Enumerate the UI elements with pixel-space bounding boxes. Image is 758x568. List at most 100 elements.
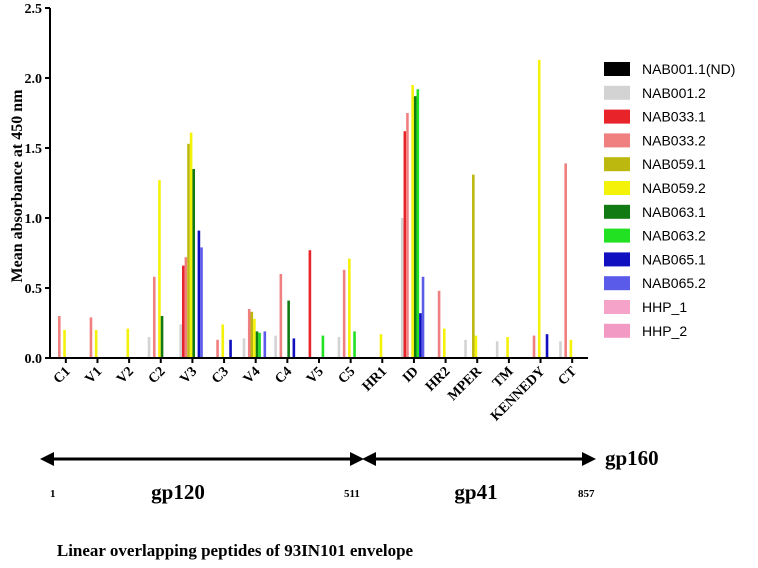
bar-v3-nab059-1	[187, 143, 190, 358]
x-tick-label-v1: V1	[83, 364, 106, 387]
legend-label: NAB065.2	[642, 275, 706, 291]
gp120-arrow-left-head	[40, 452, 54, 466]
legend-swatch-nab063-1	[604, 204, 630, 219]
legend-swatch-nab033-2	[604, 133, 630, 148]
x-tick-label-c4: C4	[272, 364, 295, 387]
bars-group	[58, 59, 573, 359]
legend-swatch-nab059-2	[604, 181, 630, 195]
legend-label: HHP_1	[642, 299, 687, 315]
x-tick-label-c3: C3	[209, 364, 232, 387]
x-axis-label: Linear overlapping peptides of 93IN101 e…	[57, 541, 414, 560]
x-tick-label-tm: TM	[490, 364, 517, 391]
legend: NAB001.1(ND) NAB001.2 NAB033.1 NAB033.2 NAB0…	[604, 61, 735, 339]
bar-c5-nab063-2	[353, 331, 356, 358]
bar-id-nab033-2	[406, 113, 409, 358]
legend-label: NAB063.1	[642, 204, 706, 220]
gp120-arrow-right-head	[350, 452, 364, 466]
bar-kennedy-nab065-1	[545, 334, 549, 358]
bar-v4-nab065-2	[263, 331, 267, 358]
legend-label: NAB065.1	[642, 251, 706, 267]
bar-c2-nab059-2	[158, 180, 161, 358]
bar-c3-nab033-2	[216, 339, 219, 358]
y-tick-label: 2.0	[25, 72, 43, 87]
x-tick-label-v3: V3	[178, 364, 201, 387]
y-tick-label: 0.5	[25, 282, 43, 297]
x-tick-label-c1: C1	[51, 364, 74, 387]
x-tick-label-v4: V4	[241, 364, 264, 387]
bar-kennedy-nab033-2	[532, 335, 536, 358]
bar-c4-nab063-1	[287, 300, 290, 358]
legend-swatch-nab001-2	[604, 85, 630, 100]
bar-c2-nab001-2	[147, 337, 151, 358]
y-tick-label: 1.0	[25, 212, 43, 227]
bar-v5-nab033-1	[308, 250, 312, 358]
bar-v3-nab033-2	[184, 257, 188, 358]
position-start-label: 1	[50, 488, 56, 500]
bar-v4-nab059-1	[250, 311, 254, 358]
bar-mper-nab059-1	[472, 174, 475, 358]
legend-swatch-nab001-1-nd-	[604, 62, 630, 76]
bar-v4-nab059-2	[253, 318, 256, 358]
bar-c4-nab065-1	[292, 338, 296, 358]
legend-label: NAB001.2	[642, 85, 706, 101]
legend-label: NAB059.2	[642, 180, 706, 196]
x-tick-label-v2: V2	[114, 364, 137, 387]
bar-id-nab033-1	[403, 131, 407, 358]
bar-id-nab065-1	[419, 313, 422, 358]
bar-v3-nab059-2	[189, 132, 193, 358]
bar-mper-nab001-2	[464, 339, 467, 358]
bar-v4-nab001-2	[242, 338, 246, 358]
legend-label: NAB063.2	[642, 228, 706, 244]
legend-swatch-hhp-2	[604, 323, 630, 338]
bar-ct-nab033-2	[564, 163, 567, 358]
legend-swatch-nab065-1	[604, 252, 630, 267]
x-tick-label-c5: C5	[336, 364, 359, 387]
bar-c2-nab033-2	[152, 276, 156, 358]
legend-label: NAB059.1	[642, 156, 706, 172]
bar-v1-nab059-2	[94, 330, 98, 358]
x-tick-label-mper: MPER	[445, 364, 485, 404]
bar-v1-nab033-2	[89, 317, 93, 358]
bar-c1-nab059-2	[63, 330, 66, 358]
legend-label: NAB033.1	[642, 109, 706, 125]
bar-kennedy-nab059-2	[537, 59, 541, 359]
bar-mper-nab059-2	[474, 335, 478, 358]
axes-group: 0.0 0.5 1.0 1.5 2.0 2.5	[25, 2, 588, 367]
bar-c4-nab001-2	[274, 335, 277, 358]
bar-v4-nab033-2	[247, 309, 251, 358]
gp41-arrow-left-head	[362, 452, 376, 466]
gp160-label: gp160	[605, 446, 659, 470]
bar-id-nab063-2	[416, 89, 420, 358]
bar-v3-nab063-1	[192, 169, 196, 358]
bar-id-nab001-2	[400, 218, 404, 358]
bar-c5-nab033-2	[342, 269, 346, 358]
y-tick-label: 1.5	[25, 142, 43, 157]
position-mid-label: 511	[344, 488, 360, 500]
x-tick-label-id: ID	[400, 364, 422, 386]
bar-c5-nab001-2	[337, 337, 341, 358]
position-end-label: 857	[578, 488, 595, 500]
bar-v4-nab063-1	[255, 331, 259, 358]
bar-ct-nab001-2	[559, 341, 562, 358]
legend-swatch-nab059-1	[604, 157, 630, 172]
bar-id-nab063-1	[413, 96, 417, 358]
bar-v4-nab063-2	[258, 332, 261, 358]
bar-c5-nab059-2	[348, 258, 351, 358]
bar-v2-nab059-2	[126, 328, 130, 358]
x-tick-label-c2: C2	[146, 364, 169, 387]
bar-tm-nab059-2	[506, 337, 509, 358]
bar-v3-nab001-2	[179, 324, 183, 358]
bar-hr2-nab033-2	[437, 290, 441, 358]
legend-swatch-hhp-1	[604, 300, 630, 314]
bar-v5-nab063-2	[321, 335, 325, 358]
bar-hr1-nab059-2	[379, 334, 383, 358]
x-tick-label-ct: CT	[556, 364, 581, 389]
legend-swatch-nab065-2	[604, 276, 630, 291]
gp120-label: gp120	[151, 480, 205, 504]
bar-c3-nab059-2	[221, 324, 225, 358]
bar-v3-nab065-1	[197, 230, 201, 358]
x-tick-label-v5: V5	[304, 364, 327, 387]
bar-id-nab065-2	[421, 276, 425, 358]
